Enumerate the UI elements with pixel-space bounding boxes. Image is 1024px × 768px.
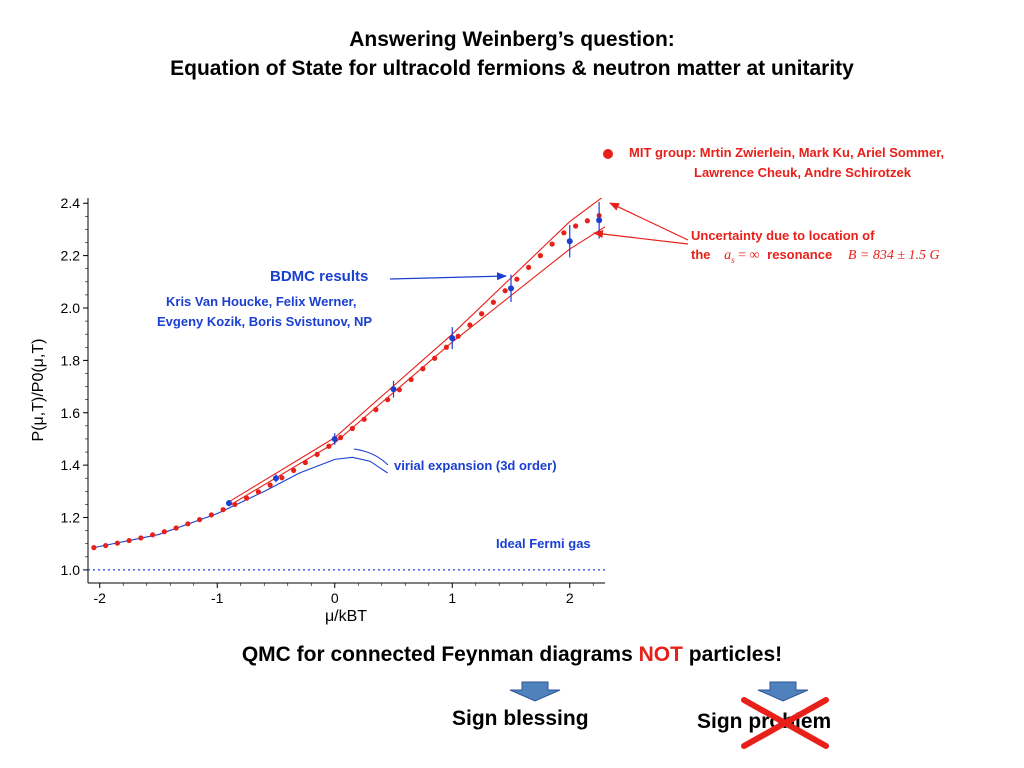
bdmc-title: BDMC results <box>270 268 369 285</box>
mit-data-point <box>161 529 167 535</box>
mit-data-point <box>114 540 120 546</box>
bdmc-data-point <box>273 475 279 482</box>
bdmc-data-point <box>566 238 573 245</box>
y-tick-label: 1.6 <box>61 405 81 421</box>
mit-data-point <box>197 517 203 523</box>
y-tick-label: 2.2 <box>61 248 81 264</box>
mit-data-point <box>138 535 144 541</box>
sign-problem-label: Sign problem <box>697 710 832 733</box>
x-tick-label: -2 <box>94 590 107 606</box>
mit-data-point <box>255 489 261 495</box>
y-tick-label: 2.0 <box>61 300 81 316</box>
uncertainty-arrow-upper <box>609 202 689 241</box>
sign-blessing-label: Sign blessing <box>452 707 589 730</box>
mit-data-point <box>208 512 214 518</box>
ideal-fermi-label: Ideal Fermi gas <box>496 536 591 551</box>
y-tick-label: 1.0 <box>61 562 81 578</box>
y-tick-label: 2.4 <box>61 195 81 211</box>
mit-data-point <box>385 397 391 403</box>
qmc-statement-not: NOT <box>638 643 683 666</box>
mit-data-point <box>443 344 449 350</box>
mit-data-point <box>232 501 238 508</box>
mit-data-point <box>537 253 543 259</box>
uncertainty-line2: the as = ∞ resonance B = 834 ± 1.5 G <box>691 247 940 265</box>
uncertainty-arrow-lower <box>593 230 689 245</box>
mit-data-point <box>173 525 179 531</box>
mit-data-point <box>420 366 426 372</box>
mit-data-point <box>126 537 132 544</box>
mit-data-point <box>373 407 379 413</box>
qmc-statement: QMC for connected Feynman diagrams NOT p… <box>0 643 1024 667</box>
mit-data-point <box>561 230 567 236</box>
y-tick-label: 1.8 <box>61 352 81 368</box>
mit-data-point <box>432 355 438 361</box>
bdmc-data-point <box>596 217 603 224</box>
mit-data-point <box>267 482 273 488</box>
slide-title-line2: Equation of State for ultracold fermions… <box>170 57 854 80</box>
uncertainty-line1: Uncertainty due to location of <box>691 228 875 243</box>
x-tick-label: 1 <box>448 590 456 606</box>
slide-title-line1: Answering Weinberg’s question: <box>349 28 675 51</box>
mit-data-point <box>361 416 367 422</box>
mit-data-point <box>220 507 226 513</box>
uncertainty-resonance: resonance <box>767 247 833 262</box>
y-tick-label: 1.4 <box>61 457 81 473</box>
mit-data-point <box>91 545 97 551</box>
bdmc-arrow <box>389 272 507 281</box>
mit-data-point <box>573 223 579 229</box>
mit-data-point <box>490 299 496 305</box>
y-axis-label: P(μ,T)/P0(μ,T) <box>30 339 47 442</box>
bdmc-authors-line1: Kris Van Houcke, Felix Werner, <box>166 294 357 309</box>
x-tick-label: -1 <box>211 590 224 606</box>
y-tick-label: 1.2 <box>61 510 81 526</box>
mit-data-point <box>291 467 297 473</box>
mit-data-point <box>396 387 402 393</box>
uncertainty-upper-line <box>228 198 603 503</box>
x-tick-label: 0 <box>331 590 339 606</box>
bdmc-data-point <box>449 335 456 342</box>
x-axis-label: μ/kBT <box>325 608 367 625</box>
qmc-statement-post: particles! <box>682 643 783 666</box>
mit-group-line2: Lawrence Cheuk, Andre Schirotzek <box>694 165 911 180</box>
mit-data-point <box>279 475 285 481</box>
uncertainty-the: the <box>691 247 711 262</box>
bdmc-data-point <box>226 500 232 507</box>
x-tick-label: 2 <box>566 590 574 606</box>
mit-data-point <box>338 435 344 441</box>
mit-data-point <box>185 521 191 527</box>
bdmc-data-point <box>390 386 397 393</box>
virial-line <box>93 456 388 549</box>
mit-data-point <box>349 425 355 432</box>
mit-data-point <box>326 443 332 449</box>
virial-label: virial expansion (3d order) <box>394 458 557 473</box>
virial-connector <box>353 448 389 466</box>
mit-data-point <box>103 542 109 549</box>
bdmc-data-point <box>331 435 338 442</box>
mit-data-point <box>302 459 308 466</box>
mit-legend-dot <box>603 149 613 159</box>
mit-data-point <box>150 532 156 538</box>
mit-data-point <box>314 451 320 458</box>
mit-data-point <box>502 288 508 294</box>
bdmc-data-point <box>508 285 514 292</box>
mit-data-point <box>467 322 473 328</box>
mit-data-point <box>479 311 485 317</box>
mit-data-point <box>244 495 250 501</box>
bdmc-authors-line2: Evgeny Kozik, Boris Svistunov, NP <box>157 314 373 329</box>
mit-data-point <box>549 241 555 247</box>
uncertainty-formula-b: B = 834 ± 1.5 G <box>847 248 940 263</box>
mit-data-point <box>408 376 414 383</box>
down-arrow-blessing <box>509 681 561 702</box>
qmc-statement-pre: QMC for connected Feynman diagrams <box>241 643 639 666</box>
mit-data-point <box>455 333 461 339</box>
mit-data-point <box>526 264 532 271</box>
uncertainty-formula-as: as = ∞ <box>724 248 760 265</box>
down-arrow-problem <box>757 681 809 702</box>
mit-group-line1: MIT group: Mrtin Zwierlein, Mark Ku, Ari… <box>629 145 945 160</box>
mit-data-point <box>514 276 520 282</box>
mit-data-point <box>584 218 590 224</box>
chart-axes <box>87 198 605 584</box>
